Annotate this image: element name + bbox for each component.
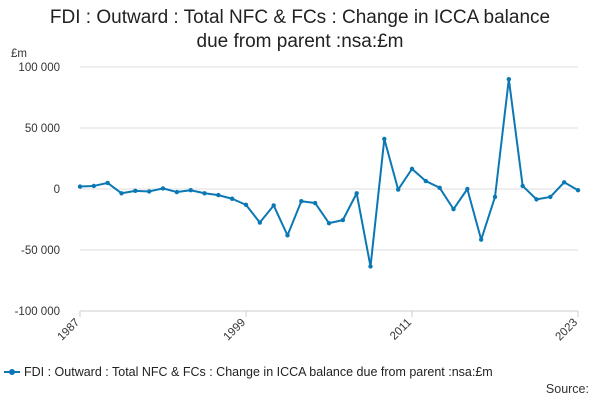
y-axis-label: £m: [11, 48, 27, 60]
data-point[interactable]: [243, 202, 249, 208]
data-point[interactable]: [575, 188, 581, 193]
y-tick-label: -50 000: [21, 245, 60, 257]
data-point[interactable]: [257, 220, 263, 225]
x-tick-label: 2023: [554, 317, 581, 344]
gridlines: [80, 66, 578, 312]
source-label: Source:: [545, 382, 589, 396]
data-point[interactable]: [146, 189, 152, 194]
data-point[interactable]: [105, 180, 110, 186]
y-tick-label: -100 000: [15, 306, 60, 318]
x-tick-label: 2011: [388, 317, 414, 343]
data-point[interactable]: [492, 194, 498, 200]
data-point[interactable]: [188, 188, 193, 193]
data-point[interactable]: [326, 220, 332, 226]
x-axis-ticks: 1987 1999 2011 2023: [56, 311, 581, 344]
y-axis-ticks: 100 000 50 000 0 -50 000 -100 000: [15, 62, 60, 318]
x-tick-label: 1987: [56, 317, 83, 344]
data-point[interactable]: [354, 191, 359, 196]
data-point[interactable]: [299, 199, 304, 204]
data-point[interactable]: [561, 180, 567, 185]
data-point[interactable]: [478, 237, 484, 242]
data-point[interactable]: [451, 206, 456, 212]
legend[interactable]: FDI : Outward : Total NFC & FCs : Change…: [4, 365, 493, 379]
data-point[interactable]: [91, 183, 97, 189]
data-point[interactable]: [229, 196, 235, 201]
data-point[interactable]: [465, 186, 470, 192]
y-tick-label: 0: [54, 184, 60, 196]
data-point[interactable]: [437, 185, 442, 190]
data-point[interactable]: [382, 136, 387, 142]
y-tick-label: 50 000: [25, 123, 60, 135]
data-point[interactable]: [368, 264, 373, 269]
data-point[interactable]: [534, 197, 539, 202]
data-point[interactable]: [202, 191, 207, 196]
data-point[interactable]: [409, 166, 415, 172]
chart-title-line-2: due from parent :nsa:£m: [196, 31, 404, 52]
data-point[interactable]: [423, 178, 429, 184]
data-point[interactable]: [174, 189, 180, 195]
data-point[interactable]: [312, 200, 318, 206]
data-point[interactable]: [340, 217, 346, 223]
series-line: [79, 78, 579, 268]
legend-line-marker-icon: [4, 367, 20, 377]
y-tick-label: 100 000: [18, 62, 60, 74]
data-point[interactable]: [216, 192, 221, 198]
data-point[interactable]: [506, 77, 512, 82]
data-point[interactable]: [160, 186, 166, 191]
chart-title-line-1: FDI : Outward : Total NFC & FCs : Change…: [49, 7, 551, 28]
data-point[interactable]: [77, 184, 83, 189]
data-point[interactable]: [520, 183, 525, 189]
data-point[interactable]: [271, 203, 276, 208]
data-point[interactable]: [395, 187, 401, 192]
data-point[interactable]: [119, 191, 124, 196]
data-point[interactable]: [285, 233, 290, 238]
data-point[interactable]: [548, 194, 553, 200]
x-tick-label: 1999: [222, 317, 249, 344]
legend-label: FDI : Outward : Total NFC & FCs : Change…: [24, 365, 493, 379]
chart-title: FDI : Outward : Total NFC & FCs : Change…: [0, 6, 600, 54]
data-point[interactable]: [133, 188, 138, 194]
series-group: [77, 77, 581, 269]
